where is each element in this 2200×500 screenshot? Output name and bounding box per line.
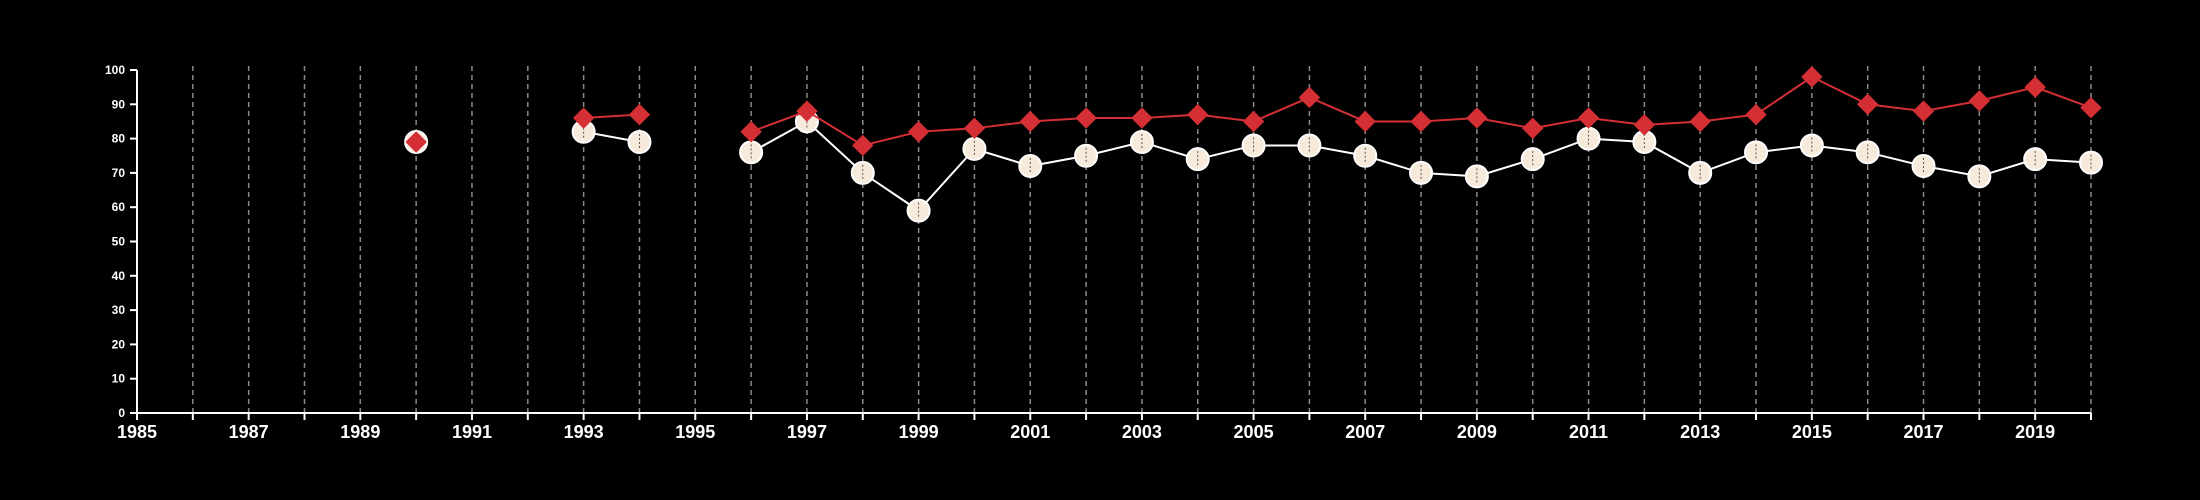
x-tick-label: 2005 (1234, 422, 1274, 442)
y-tick-label: 30 (112, 303, 126, 317)
x-tick-label: 2009 (1457, 422, 1497, 442)
data-point-diamond (1912, 100, 1935, 122)
data-point-diamond (907, 121, 930, 143)
x-tick-label: 2011 (1569, 422, 1608, 442)
data-point-diamond (1522, 117, 1544, 140)
data-point-diamond (1633, 114, 1656, 136)
y-tick-label: 80 (112, 132, 126, 146)
data-point-diamond (1187, 103, 1209, 126)
data-point-diamond (1298, 86, 1321, 109)
y-tick-label: 20 (112, 337, 126, 351)
x-tick-label: 2007 (1345, 422, 1385, 442)
x-tick-label: 1991 (452, 422, 492, 442)
y-tick-label: 0 (118, 406, 125, 420)
data-point-diamond (1354, 110, 1376, 133)
series-diamond-red (405, 66, 2102, 157)
x-tick-label: 2001 (1010, 422, 1050, 442)
y-tick-label: 50 (112, 235, 126, 249)
x-tick-label: 1987 (229, 422, 269, 442)
data-point-diamond (628, 103, 651, 126)
data-point-diamond (1131, 107, 1153, 129)
x-tick-label: 2017 (1903, 422, 1943, 442)
y-tick-label: 10 (112, 372, 126, 386)
data-point-diamond (1801, 66, 1823, 88)
y-tick-label: 60 (112, 200, 126, 214)
x-tick-label: 1999 (899, 422, 939, 442)
data-point-diamond (1689, 110, 1711, 133)
data-point-diamond (1745, 103, 1767, 126)
data-point-diamond (1856, 93, 1879, 116)
data-point-diamond (963, 117, 986, 140)
data-point-diamond (1075, 107, 1097, 129)
x-tick-label: 2019 (2015, 422, 2055, 442)
data-point-diamond (1242, 110, 1265, 133)
y-tick-label: 40 (112, 269, 126, 283)
x-tick-label: 1989 (340, 422, 380, 442)
y-tick-label: 90 (112, 97, 126, 111)
data-point-diamond (740, 121, 762, 143)
data-point-diamond (1019, 110, 1041, 133)
series-layer (404, 66, 2103, 223)
data-point-diamond (1968, 90, 1991, 112)
axes: 0 10 20 30 40 50 60 70 80 90 100 1985 1987 1989 1991 19… (105, 63, 2092, 442)
data-point-diamond (1410, 110, 1432, 133)
data-point-diamond (796, 100, 818, 122)
x-tick-label: 1985 (117, 422, 157, 442)
x-tick-label: 2013 (1680, 422, 1720, 442)
x-tick-label: 1995 (675, 422, 715, 442)
data-point-diamond (2080, 97, 2102, 119)
x-tick-label: 1997 (787, 422, 827, 442)
x-tick-label: 2015 (1792, 422, 1832, 442)
data-point-diamond (1577, 107, 1600, 129)
y-tick-label: 70 (112, 166, 126, 180)
data-point-diamond (2024, 76, 2046, 98)
data-point-diamond (1466, 107, 1488, 129)
data-point-diamond (852, 134, 874, 157)
y-tick-label: 100 (105, 63, 125, 77)
x-tick-label: 2003 (1122, 422, 1162, 442)
x-tick-label: 1993 (564, 422, 604, 442)
data-point-diamond (405, 131, 427, 153)
data-point-diamond (572, 107, 595, 129)
